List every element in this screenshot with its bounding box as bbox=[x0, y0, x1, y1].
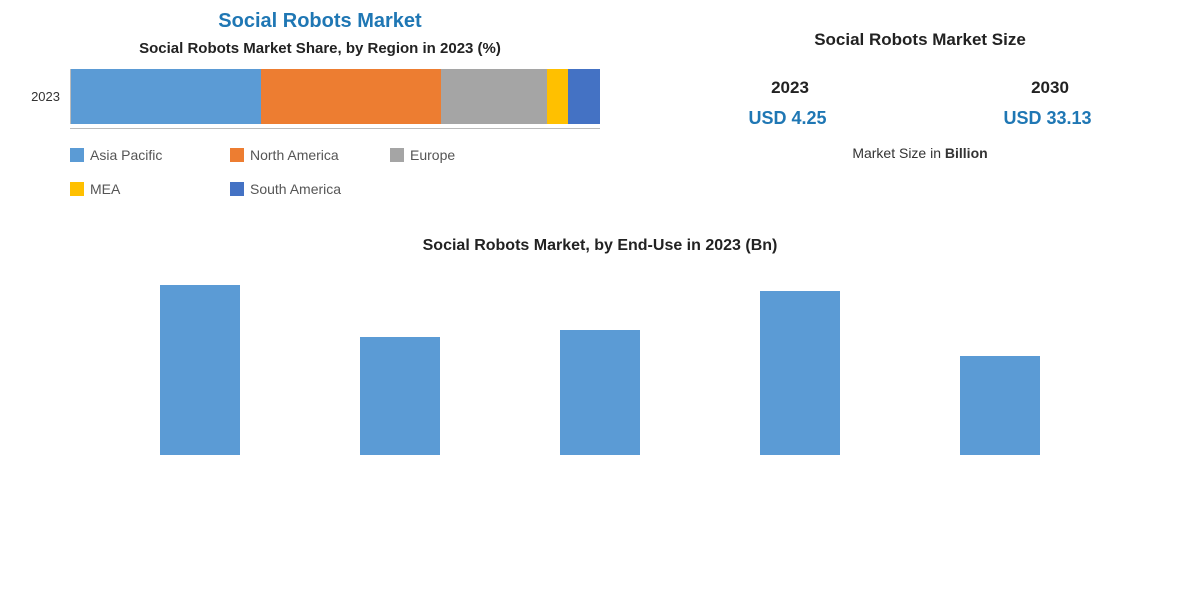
legend-swatch-2 bbox=[390, 148, 404, 162]
region-share-panel: Social Robots Market Social Robots Marke… bbox=[20, 10, 620, 197]
market-size-panel: Social Robots Market Size 2023 2030 USD … bbox=[660, 10, 1180, 197]
market-size-values: USD 4.25 USD 33.13 bbox=[660, 108, 1180, 129]
legend-item-3: MEA bbox=[70, 181, 200, 197]
legend-swatch-3 bbox=[70, 182, 84, 196]
stacked-segment-2 bbox=[441, 69, 547, 124]
enduse-panel: Social Robots Market, by End-Use in 2023… bbox=[20, 237, 1180, 455]
stacked-segment-1 bbox=[261, 69, 441, 124]
stacked-bar-row: 2023 bbox=[20, 69, 620, 124]
legend-swatch-1 bbox=[230, 148, 244, 162]
stacked-axis-line bbox=[70, 128, 600, 129]
legend-label-0: Asia Pacific bbox=[90, 147, 162, 163]
legend-item-2: Europe bbox=[390, 147, 520, 163]
footnote-bold: Billion bbox=[945, 145, 988, 161]
size-value-0: USD 4.25 bbox=[748, 108, 826, 129]
legend-label-3: MEA bbox=[90, 181, 120, 197]
legend-swatch-4 bbox=[230, 182, 244, 196]
stacked-segment-3 bbox=[547, 69, 568, 124]
size-year-1: 2030 bbox=[1031, 78, 1069, 98]
enduse-title: Social Robots Market, by End-Use in 2023… bbox=[20, 237, 1180, 255]
legend-label-4: South America bbox=[250, 181, 341, 197]
legend-label-2: Europe bbox=[410, 147, 455, 163]
enduse-bars bbox=[20, 285, 1180, 455]
region-subtitle: Social Robots Market Share, by Region in… bbox=[20, 39, 620, 59]
enduse-bar-2 bbox=[560, 330, 640, 454]
enduse-bar-1 bbox=[360, 337, 440, 455]
market-size-title: Social Robots Market Size bbox=[660, 30, 1180, 50]
enduse-bar-4 bbox=[960, 356, 1040, 454]
market-size-footnote: Market Size in Billion bbox=[660, 145, 1180, 161]
region-legend: Asia Pacific North America Europe MEA South … bbox=[70, 147, 620, 197]
footnote-prefix: Market Size in bbox=[852, 145, 945, 161]
legend-item-0: Asia Pacific bbox=[70, 147, 200, 163]
legend-item-4: South America bbox=[230, 181, 360, 197]
stacked-segment-0 bbox=[71, 69, 261, 124]
stacked-bar bbox=[70, 69, 600, 124]
legend-label-1: North America bbox=[250, 147, 339, 163]
size-year-0: 2023 bbox=[771, 78, 809, 98]
stacked-segment-4 bbox=[568, 69, 600, 124]
region-main-title: Social Robots Market bbox=[20, 10, 620, 33]
legend-item-1: North America bbox=[230, 147, 360, 163]
legend-swatch-0 bbox=[70, 148, 84, 162]
enduse-bar-3 bbox=[760, 291, 840, 454]
size-value-1: USD 33.13 bbox=[1003, 108, 1091, 129]
enduse-bar-0 bbox=[160, 285, 240, 455]
stacked-axis-year: 2023 bbox=[20, 89, 60, 104]
market-size-years: 2023 2030 bbox=[660, 78, 1180, 98]
